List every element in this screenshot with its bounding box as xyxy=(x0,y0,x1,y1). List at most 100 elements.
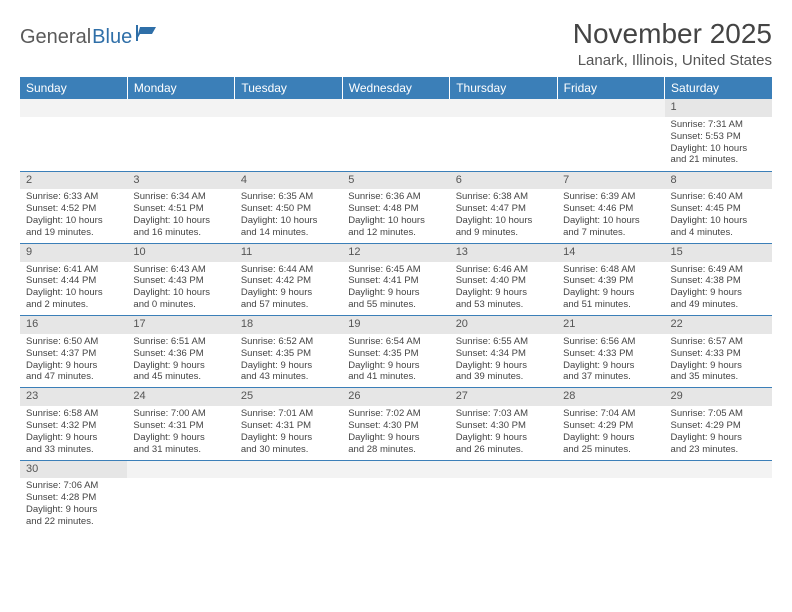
detail-line: and 51 minutes. xyxy=(563,299,658,311)
calendar-week: 2Sunrise: 6:33 AMSunset: 4:52 PMDaylight… xyxy=(20,171,772,243)
day-header-row: SundayMondayTuesdayWednesdayThursdayFrid… xyxy=(20,77,772,99)
day-details: Sunrise: 6:40 AMSunset: 4:45 PMDaylight:… xyxy=(665,189,772,243)
day-details: Sunrise: 6:44 AMSunset: 4:42 PMDaylight:… xyxy=(235,262,342,316)
day-details: Sunrise: 6:51 AMSunset: 4:36 PMDaylight:… xyxy=(127,334,234,388)
calendar-cell: 25Sunrise: 7:01 AMSunset: 4:31 PMDayligh… xyxy=(235,388,342,460)
detail-line: Sunrise: 6:58 AM xyxy=(26,408,121,420)
detail-line: and 9 minutes. xyxy=(456,227,551,239)
detail-line: Sunset: 4:29 PM xyxy=(563,420,658,432)
day-number: 20 xyxy=(450,316,557,334)
calendar-cell: 17Sunrise: 6:51 AMSunset: 4:36 PMDayligh… xyxy=(127,316,234,388)
detail-line: Sunset: 4:50 PM xyxy=(241,203,336,215)
detail-line: and 14 minutes. xyxy=(241,227,336,239)
detail-line: and 35 minutes. xyxy=(671,371,766,383)
day-details: Sunrise: 6:50 AMSunset: 4:37 PMDaylight:… xyxy=(20,334,127,388)
day-number: 17 xyxy=(127,316,234,334)
detail-line: and 41 minutes. xyxy=(348,371,443,383)
day-number: 16 xyxy=(20,316,127,334)
detail-line: and 45 minutes. xyxy=(133,371,228,383)
location: Lanark, Illinois, United States xyxy=(573,52,772,69)
detail-line: Sunrise: 6:46 AM xyxy=(456,264,551,276)
detail-line: Sunrise: 6:39 AM xyxy=(563,191,658,203)
detail-line: and 37 minutes. xyxy=(563,371,658,383)
day-details: Sunrise: 7:03 AMSunset: 4:30 PMDaylight:… xyxy=(450,406,557,460)
day-number: 1 xyxy=(665,99,772,117)
detail-line: and 7 minutes. xyxy=(563,227,658,239)
calendar-cell xyxy=(342,460,449,532)
detail-line: Sunset: 4:43 PM xyxy=(133,275,228,287)
day-details: Sunrise: 6:55 AMSunset: 4:34 PMDaylight:… xyxy=(450,334,557,388)
detail-line: Sunset: 4:33 PM xyxy=(563,348,658,360)
day-number: 14 xyxy=(557,244,664,262)
calendar-cell: 10Sunrise: 6:43 AMSunset: 4:43 PMDayligh… xyxy=(127,243,234,315)
day-number: 11 xyxy=(235,244,342,262)
detail-line: Sunset: 4:30 PM xyxy=(348,420,443,432)
day-details: Sunrise: 6:34 AMSunset: 4:51 PMDaylight:… xyxy=(127,189,234,243)
calendar-cell: 23Sunrise: 6:58 AMSunset: 4:32 PMDayligh… xyxy=(20,388,127,460)
detail-line: Sunrise: 6:33 AM xyxy=(26,191,121,203)
day-details xyxy=(557,478,664,484)
calendar-cell: 8Sunrise: 6:40 AMSunset: 4:45 PMDaylight… xyxy=(665,171,772,243)
detail-line: and 0 minutes. xyxy=(133,299,228,311)
calendar-cell xyxy=(557,460,664,532)
detail-line: Daylight: 9 hours xyxy=(348,287,443,299)
detail-line: Daylight: 9 hours xyxy=(26,504,121,516)
day-number: 15 xyxy=(665,244,772,262)
detail-line: Sunset: 4:30 PM xyxy=(456,420,551,432)
calendar-cell: 4Sunrise: 6:35 AMSunset: 4:50 PMDaylight… xyxy=(235,171,342,243)
day-number: 19 xyxy=(342,316,449,334)
day-number xyxy=(342,461,449,479)
calendar-cell xyxy=(235,460,342,532)
detail-line: and 30 minutes. xyxy=(241,444,336,456)
logo-text-blue: Blue xyxy=(92,26,132,49)
detail-line: Daylight: 9 hours xyxy=(241,360,336,372)
detail-line: Daylight: 10 hours xyxy=(26,287,121,299)
calendar-table: SundayMondayTuesdayWednesdayThursdayFrid… xyxy=(20,77,772,532)
detail-line: Sunrise: 6:56 AM xyxy=(563,336,658,348)
logo: GeneralBlue xyxy=(20,18,158,49)
calendar-cell: 2Sunrise: 6:33 AMSunset: 4:52 PMDaylight… xyxy=(20,171,127,243)
detail-line: Daylight: 9 hours xyxy=(456,432,551,444)
calendar-cell: 26Sunrise: 7:02 AMSunset: 4:30 PMDayligh… xyxy=(342,388,449,460)
day-number: 3 xyxy=(127,172,234,190)
detail-line: Sunrise: 6:51 AM xyxy=(133,336,228,348)
day-details: Sunrise: 6:45 AMSunset: 4:41 PMDaylight:… xyxy=(342,262,449,316)
detail-line: Sunset: 4:37 PM xyxy=(26,348,121,360)
day-number xyxy=(20,99,127,117)
calendar-cell xyxy=(557,99,664,171)
header: GeneralBlue November 2025 Lanark, Illino… xyxy=(20,18,772,69)
detail-line: Sunset: 4:45 PM xyxy=(671,203,766,215)
detail-line: Sunrise: 6:50 AM xyxy=(26,336,121,348)
detail-line: Sunset: 4:48 PM xyxy=(348,203,443,215)
calendar-cell xyxy=(127,460,234,532)
day-details: Sunrise: 7:00 AMSunset: 4:31 PMDaylight:… xyxy=(127,406,234,460)
calendar-cell: 11Sunrise: 6:44 AMSunset: 4:42 PMDayligh… xyxy=(235,243,342,315)
detail-line: Sunrise: 6:40 AM xyxy=(671,191,766,203)
detail-line: Daylight: 9 hours xyxy=(563,432,658,444)
detail-line: Sunset: 4:51 PM xyxy=(133,203,228,215)
day-details xyxy=(127,478,234,484)
detail-line: and 22 minutes. xyxy=(26,516,121,528)
calendar-cell: 13Sunrise: 6:46 AMSunset: 4:40 PMDayligh… xyxy=(450,243,557,315)
day-details: Sunrise: 6:58 AMSunset: 4:32 PMDaylight:… xyxy=(20,406,127,460)
day-number: 30 xyxy=(20,461,127,479)
detail-line: Daylight: 10 hours xyxy=(133,287,228,299)
detail-line: Sunrise: 6:44 AM xyxy=(241,264,336,276)
detail-line: Sunset: 4:40 PM xyxy=(456,275,551,287)
day-number: 13 xyxy=(450,244,557,262)
detail-line: and 23 minutes. xyxy=(671,444,766,456)
calendar-cell: 19Sunrise: 6:54 AMSunset: 4:35 PMDayligh… xyxy=(342,316,449,388)
detail-line: Sunrise: 7:00 AM xyxy=(133,408,228,420)
calendar-cell: 18Sunrise: 6:52 AMSunset: 4:35 PMDayligh… xyxy=(235,316,342,388)
detail-line: Sunrise: 6:52 AM xyxy=(241,336,336,348)
calendar-cell: 3Sunrise: 6:34 AMSunset: 4:51 PMDaylight… xyxy=(127,171,234,243)
detail-line: Sunset: 4:34 PM xyxy=(456,348,551,360)
detail-line: and 31 minutes. xyxy=(133,444,228,456)
day-details xyxy=(557,117,664,123)
detail-line: and 2 minutes. xyxy=(26,299,121,311)
day-details: Sunrise: 6:46 AMSunset: 4:40 PMDaylight:… xyxy=(450,262,557,316)
detail-line: Daylight: 10 hours xyxy=(671,215,766,227)
detail-line: Daylight: 9 hours xyxy=(348,360,443,372)
detail-line: Daylight: 9 hours xyxy=(133,432,228,444)
detail-line: Sunset: 5:53 PM xyxy=(671,131,766,143)
